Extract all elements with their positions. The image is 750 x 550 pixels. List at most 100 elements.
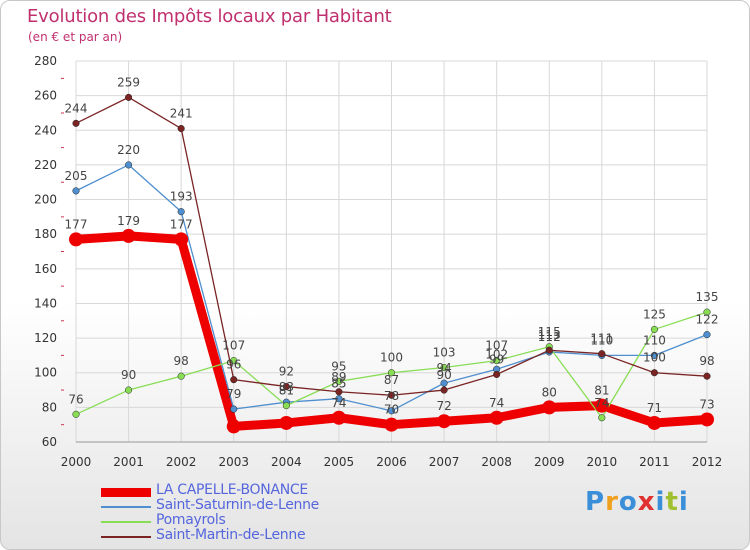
legend-label: LA CAPELLE-BONANCE <box>156 482 308 498</box>
data-point <box>598 350 606 358</box>
data-point <box>279 415 294 430</box>
data-label: 177 <box>65 217 88 231</box>
data-point <box>387 407 396 415</box>
data-label: 135 <box>696 290 719 304</box>
data-label: 99 <box>489 352 504 366</box>
data-point <box>489 410 504 425</box>
data-label: 112 <box>538 330 561 344</box>
data-label: 205 <box>65 169 88 183</box>
x-tick-label: 2003 <box>218 455 249 469</box>
data-point <box>545 346 553 354</box>
x-tick-label: 2012 <box>692 455 723 469</box>
data-point <box>650 325 658 333</box>
data-point <box>331 410 346 425</box>
data-label: 102 <box>485 347 508 361</box>
data-point <box>121 228 136 243</box>
legend-label: Pomayrols <box>156 512 226 528</box>
data-label: 81 <box>594 384 609 398</box>
data-point <box>282 383 290 391</box>
data-point <box>703 308 711 316</box>
x-tick-label: 2000 <box>61 455 92 469</box>
data-label: 110 <box>590 333 613 347</box>
logo-letter: r <box>605 487 619 517</box>
y-tick-label: 220 <box>34 158 57 172</box>
legend-swatch <box>101 536 151 538</box>
data-point <box>174 232 189 247</box>
data-point <box>650 351 658 359</box>
data-point <box>72 187 80 195</box>
logo-letter: t <box>665 487 679 517</box>
y-tick-label: 260 <box>34 89 57 103</box>
data-label: 122 <box>696 313 719 327</box>
data-point <box>493 357 501 365</box>
data-label: 74 <box>594 396 609 410</box>
y-tick-label: 280 <box>34 54 57 68</box>
data-label: 115 <box>538 325 561 339</box>
data-label: 70 <box>384 403 399 417</box>
data-point <box>177 124 185 133</box>
y-tick-label: 180 <box>34 227 57 241</box>
data-label: 81 <box>279 384 294 398</box>
data-point <box>230 405 238 413</box>
data-label: 90 <box>121 368 136 382</box>
data-label: 71 <box>647 401 662 415</box>
data-point <box>650 369 658 377</box>
x-tick-label: 2010 <box>587 455 618 469</box>
data-label: 94 <box>436 361 451 375</box>
data-label: 92 <box>279 365 294 379</box>
logo-letter: x <box>637 487 656 517</box>
data-point <box>335 395 343 403</box>
logo-letter: o <box>618 487 638 517</box>
data-label: 220 <box>117 143 140 157</box>
data-label: 98 <box>174 354 189 368</box>
data-point <box>493 370 501 379</box>
data-point <box>177 372 185 380</box>
data-label: 90 <box>436 368 451 382</box>
x-tick-label: 2006 <box>376 455 407 469</box>
data-label: 100 <box>643 351 666 365</box>
data-label: 72 <box>436 399 451 413</box>
y-tick-label: 240 <box>34 123 57 137</box>
data-point <box>703 372 711 380</box>
y-tick-label: 200 <box>34 193 57 207</box>
data-label: 79 <box>226 387 241 401</box>
y-tick-label: 60 <box>42 435 57 449</box>
data-label: 179 <box>117 214 140 228</box>
data-label: 83 <box>279 380 294 394</box>
data-point <box>647 415 662 430</box>
data-label: 98 <box>699 354 714 368</box>
y-tick-label: 120 <box>34 331 57 345</box>
data-label: 111 <box>590 332 613 346</box>
data-point <box>72 410 80 418</box>
data-point <box>440 363 448 372</box>
data-label: 125 <box>643 307 666 321</box>
data-point <box>226 419 241 434</box>
data-label: 96 <box>226 358 241 372</box>
data-point <box>125 386 133 394</box>
proxiti-logo: Proxiti <box>585 487 689 517</box>
data-point <box>703 331 711 339</box>
legend-label: Saint-Saturnin-de-Lenne <box>156 497 319 513</box>
data-label: 78 <box>384 389 399 403</box>
legend-swatch <box>101 487 151 497</box>
data-label: 107 <box>485 339 508 353</box>
data-point <box>440 386 448 394</box>
y-tick-label: 80 <box>42 400 57 414</box>
x-tick-label: 2007 <box>429 455 460 469</box>
x-tick-label: 2001 <box>113 455 144 469</box>
data-point <box>384 417 399 432</box>
x-tick-label: 2008 <box>481 455 512 469</box>
data-point <box>230 357 238 365</box>
data-point <box>69 232 83 247</box>
data-label: 76 <box>68 392 83 406</box>
data-point <box>542 400 557 415</box>
data-label: 177 <box>170 217 193 231</box>
data-point <box>282 402 290 410</box>
y-tick-label: 140 <box>34 296 57 310</box>
data-point <box>700 412 714 427</box>
y-tick-label: 160 <box>34 262 57 276</box>
data-label: 74 <box>489 396 504 410</box>
x-tick-label: 2002 <box>166 455 197 469</box>
